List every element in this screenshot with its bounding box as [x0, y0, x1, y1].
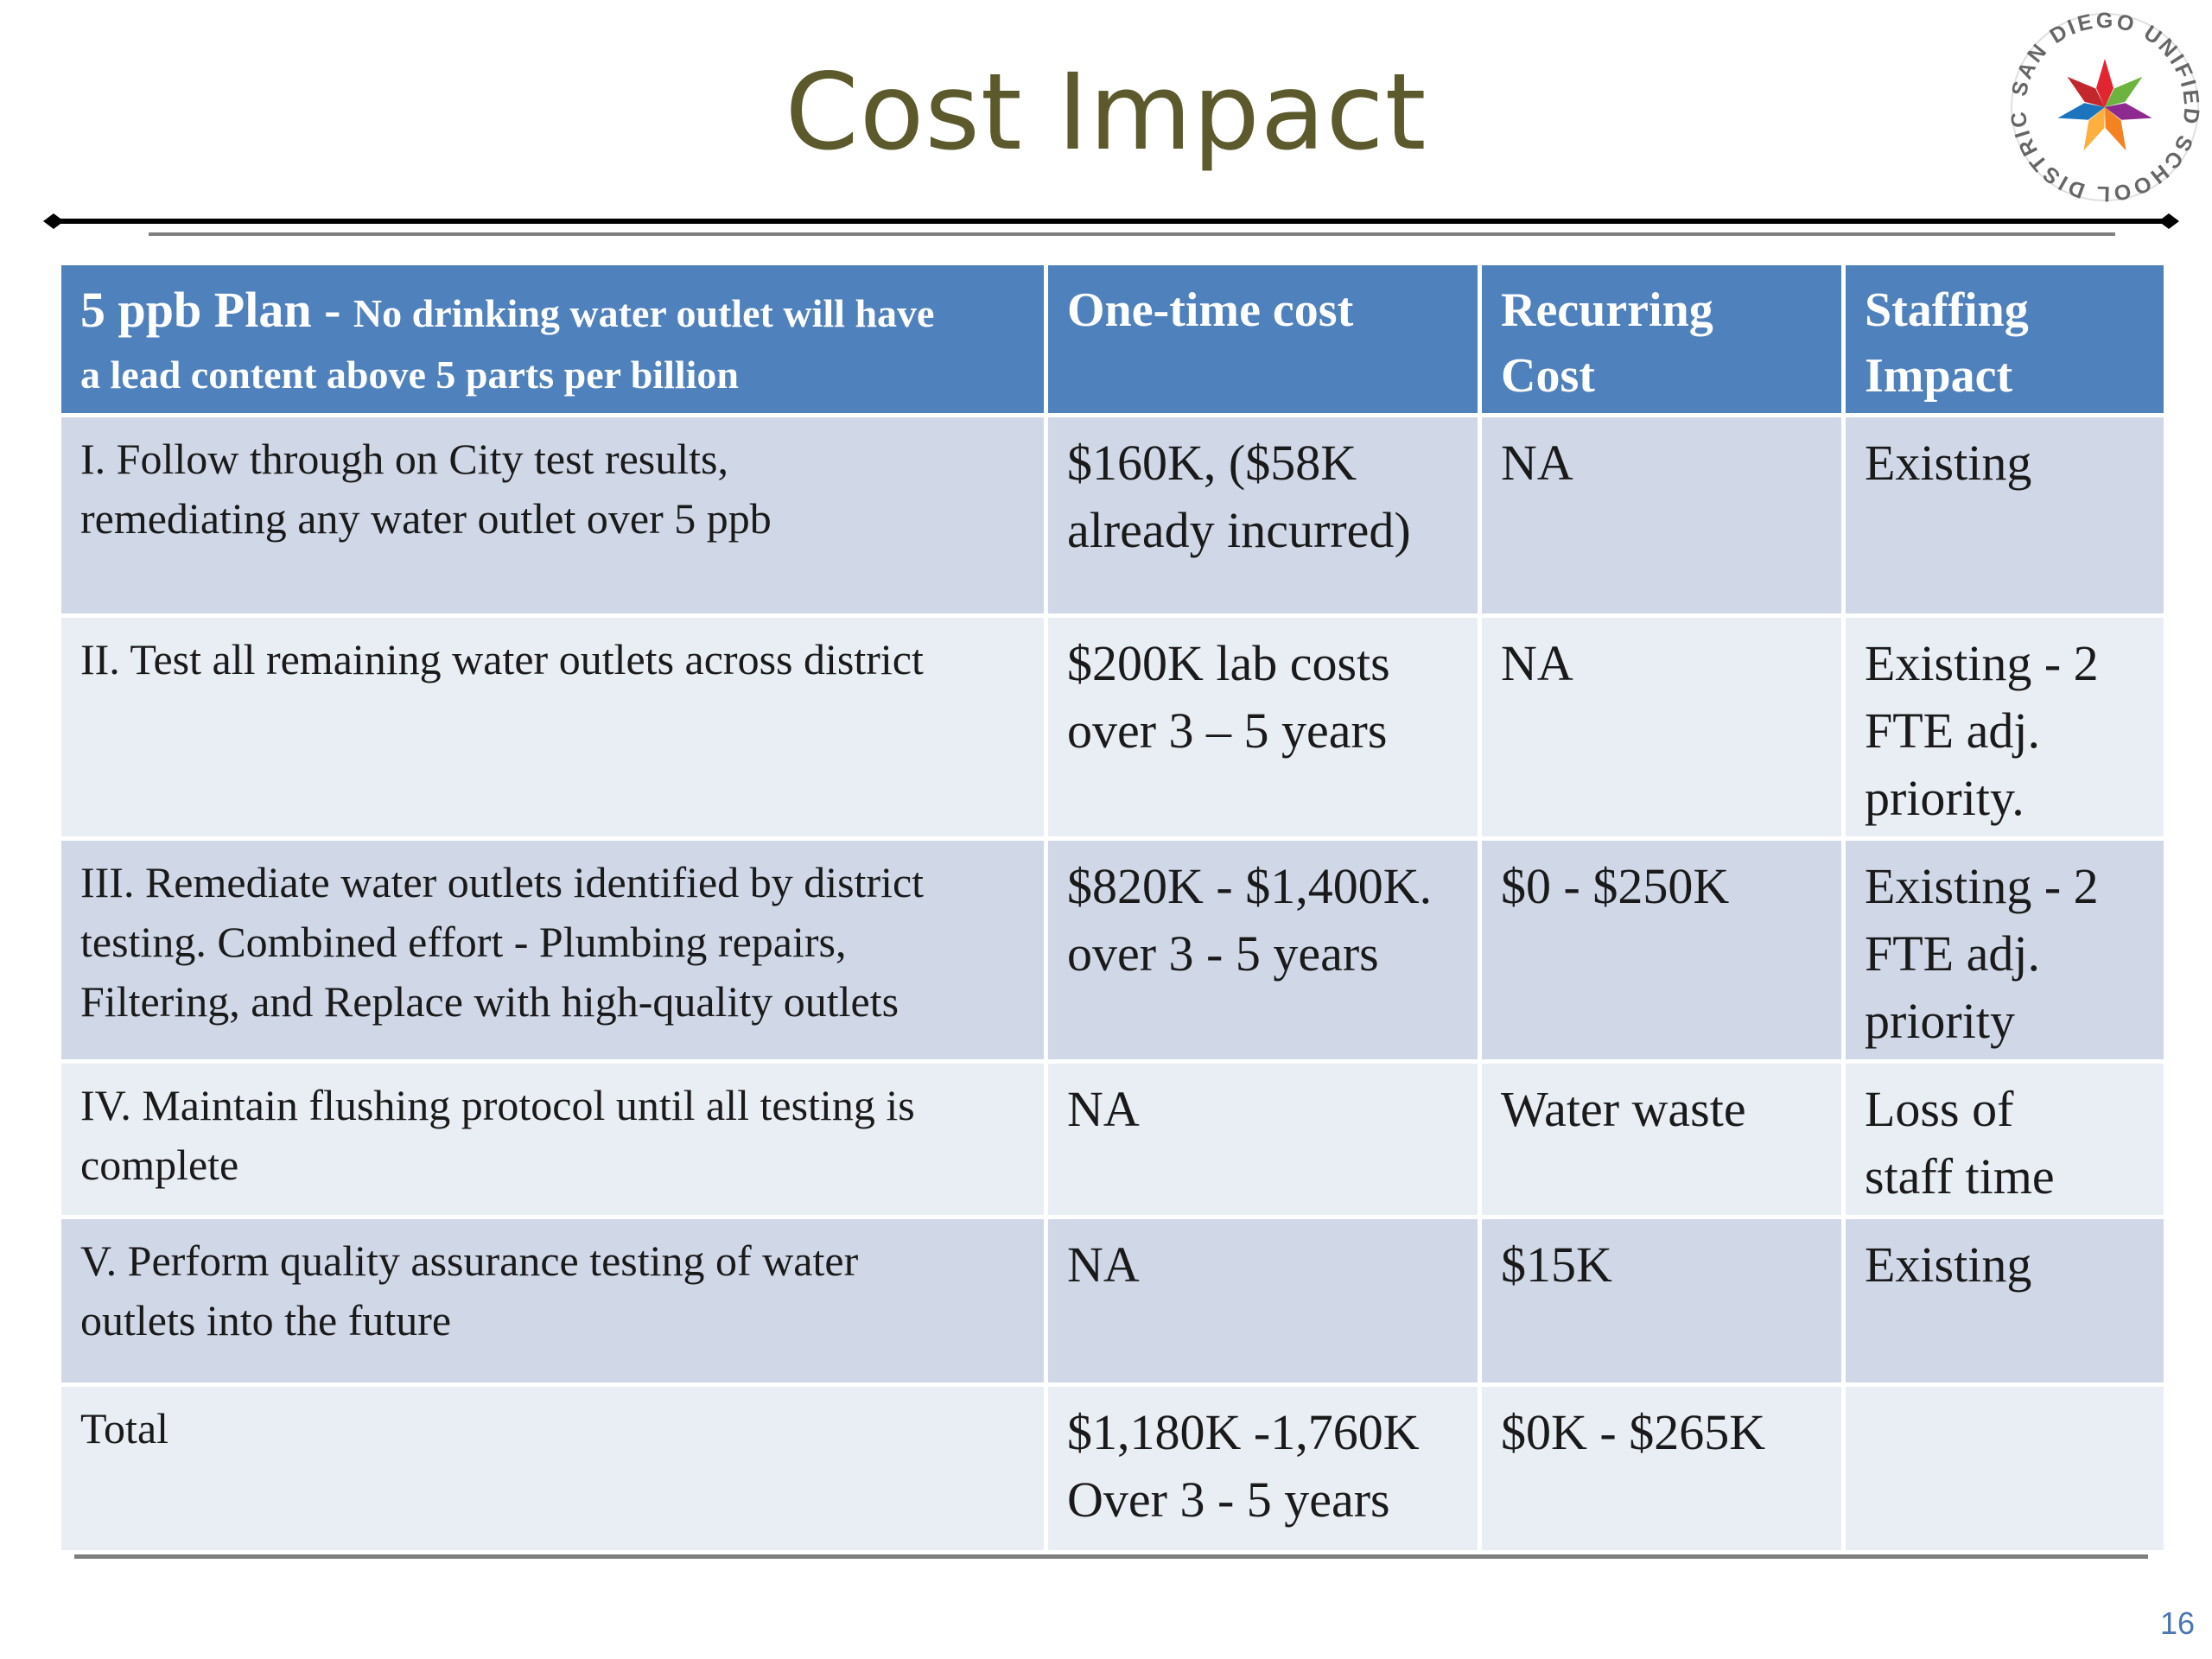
recurring-cost-cell: $0 - $250K: [1478, 836, 1846, 1064]
total-label-cell: Total: [57, 1382, 1048, 1554]
total-one-time-cost-cell: $1,180K -1,760K Over 3 - 5 years: [1044, 1382, 1482, 1554]
slide-title: Cost Impact: [785, 51, 1427, 174]
header-recurring-cost: Recurring Cost: [1478, 261, 1846, 417]
total-staffing-impact-cell: [1841, 1382, 2168, 1554]
recurring-cost-cell: NA: [1478, 413, 1846, 618]
staffing-impact-cell: Existing - 2 FTE adj. priority: [1841, 836, 2168, 1064]
recurring-cost-cell: NA: [1478, 613, 1846, 841]
one-time-cost-cell: $200K lab costs over 3 – 5 years: [1044, 613, 1482, 841]
plan-step-cell: V. Perform quality assurance testing of …: [57, 1215, 1048, 1387]
table-row: I. Follow through on City test results, …: [57, 413, 2168, 618]
staffing-impact-cell: Existing: [1841, 1215, 2168, 1387]
plan-step-cell: I. Follow through on City test results, …: [57, 413, 1048, 618]
recurring-cost-cell: $15K: [1478, 1215, 1846, 1387]
district-logo-icon: SAN DIEGO UNIFIED SCHOOL DISTRICT: [2005, 7, 2201, 206]
header-one-time-cost: One-time cost: [1044, 261, 1482, 417]
one-time-cost-cell: NA: [1044, 1215, 1482, 1387]
table-row: II. Test all remaining water outlets acr…: [57, 613, 2168, 841]
plan-step-cell: II. Test all remaining water outlets acr…: [57, 613, 1048, 841]
header-plan: 5 ppb Plan - No drinking water outlet wi…: [57, 261, 1048, 417]
title-divider: [43, 213, 2179, 236]
staffing-impact-cell: Existing - 2 FTE adj. priority.: [1841, 613, 2168, 841]
one-time-cost-cell: NA: [1044, 1059, 1482, 1219]
bottom-divider: [74, 1554, 2148, 1559]
table-row: V. Perform quality assurance testing of …: [57, 1215, 2168, 1387]
staffing-impact-cell: Existing: [1841, 413, 2168, 618]
recurring-cost-cell: Water waste: [1478, 1059, 1846, 1219]
plan-step-cell: IV. Maintain flushing protocol until all…: [57, 1059, 1048, 1219]
one-time-cost-cell: $160K, ($58K already incurred): [1044, 413, 1482, 618]
total-recurring-cost-cell: $0K - $265K: [1478, 1382, 1846, 1554]
table-row: IV. Maintain flushing protocol until all…: [57, 1059, 2168, 1219]
one-time-cost-cell: $820K - $1,400K. over 3 - 5 years: [1044, 836, 1482, 1064]
total-row: Total $1,180K -1,760K Over 3 - 5 years $…: [57, 1382, 2168, 1554]
cost-table: 5 ppb Plan - No drinking water outlet wi…: [57, 261, 2168, 1554]
header-row: 5 ppb Plan - No drinking water outlet wi…: [57, 261, 2168, 417]
page-number: 16: [2159, 1605, 2195, 1641]
plan-step-cell: III. Remediate water outlets identified …: [57, 836, 1048, 1064]
table-row: III. Remediate water outlets identified …: [57, 836, 2168, 1064]
staffing-impact-cell: Loss of staff time: [1841, 1059, 2168, 1219]
header-staffing-impact: Staffing Impact: [1841, 261, 2168, 417]
